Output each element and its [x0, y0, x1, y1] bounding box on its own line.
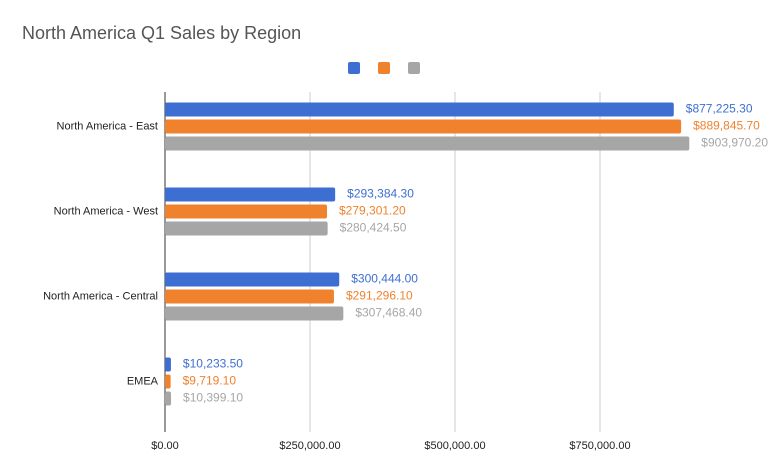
data-label: $279,301.20: [339, 204, 406, 218]
data-label: $293,384.30: [347, 187, 414, 201]
data-label: $10,399.10: [183, 391, 243, 405]
bar: [165, 187, 336, 202]
x-tick-label: $500,000.00: [424, 440, 485, 452]
chart-title: North America Q1 Sales by Region: [22, 23, 301, 43]
legend-swatch: [378, 62, 390, 74]
y-tick-label: North America - Central: [43, 290, 158, 302]
bar: [165, 221, 328, 236]
data-label: $291,296.10: [346, 289, 413, 303]
x-tick-label: $0.00: [151, 440, 179, 452]
data-label: $903,970.20: [701, 136, 768, 150]
bar: [165, 289, 334, 304]
y-tick-label: North America - West: [54, 205, 158, 217]
x-tick-label: $750,000.00: [569, 440, 630, 452]
bar: [165, 306, 344, 321]
legend-swatch: [408, 62, 420, 74]
data-label: $9,719.10: [183, 374, 237, 388]
bar: [165, 357, 171, 372]
data-label: $307,468.40: [355, 306, 422, 320]
bar: [165, 102, 674, 117]
data-label: $889,845.70: [693, 119, 760, 133]
data-label: $877,225.30: [686, 102, 753, 116]
data-label: $280,424.50: [340, 221, 407, 235]
x-tick-label: $250,000.00: [279, 440, 340, 452]
bar: [165, 272, 340, 287]
bar: [165, 136, 690, 151]
y-tick-label: EMEA: [127, 375, 159, 387]
bar: [165, 204, 327, 219]
bar: [165, 391, 172, 406]
data-label: $300,444.00: [351, 272, 418, 286]
bar: [165, 119, 682, 134]
legend-swatch: [348, 62, 360, 74]
bar: [165, 374, 171, 389]
y-tick-label: North America - East: [57, 120, 158, 132]
data-label: $10,233.50: [183, 357, 243, 371]
